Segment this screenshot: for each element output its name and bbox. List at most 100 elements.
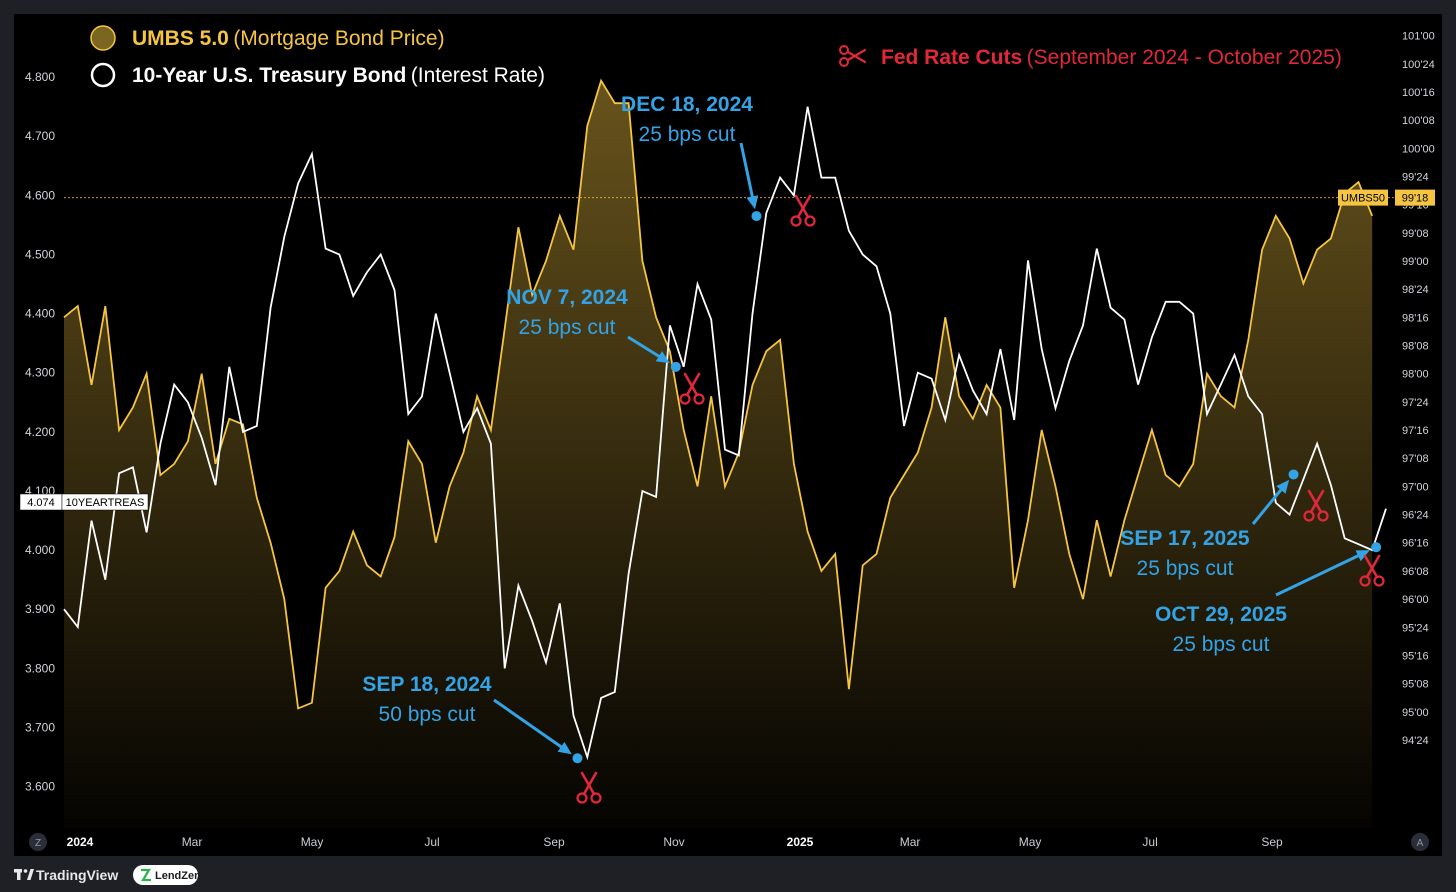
annotation-arrowhead <box>655 351 670 364</box>
annotation-arrowhead <box>557 741 572 755</box>
treasury-line <box>63 106 1387 761</box>
right-tick-label: 99'24 <box>1402 171 1429 183</box>
annotation-arrow <box>1275 552 1364 597</box>
annotation-cut: 25 bps cut <box>1173 633 1270 656</box>
right-tick-label: 98'16 <box>1402 312 1429 324</box>
x-tick-label: Sep <box>543 835 565 849</box>
umbs-last-value: 99'18 <box>1402 193 1429 205</box>
left-tick-label: 3.900 <box>25 602 55 616</box>
scissors-icon <box>1303 489 1329 522</box>
x-tick-label: Mar <box>182 835 203 849</box>
left-tick-label: 4.400 <box>25 307 55 321</box>
left-tick-label: 4.500 <box>25 247 55 261</box>
fed-cut-annotation: OCT 29, 2025 25 bps cut <box>1155 542 1385 656</box>
fed-cut-annotations: SEP 18, 2024 50 bps cut NOV 7, 2024 25 bps … <box>362 93 1385 804</box>
fed-legend-range: (September 2024 - October 2025) <box>1027 46 1342 69</box>
right-tick-label: 98'00 <box>1402 369 1429 381</box>
annotation-arrowhead <box>746 195 759 210</box>
umbs-legend-name: UMBS 5.0 <box>132 27 229 50</box>
right-tick-label: 95'24 <box>1402 622 1429 634</box>
fed-cut-annotation: DEC 18, 2024 25 bps cut <box>621 93 816 227</box>
annotation-date: OCT 29, 2025 <box>1155 603 1287 626</box>
left-axis: 4.8004.7004.6004.5004.4004.3004.2004.100… <box>25 70 55 793</box>
right-tick-label: 97'08 <box>1402 453 1429 465</box>
right-axis: 101'00100'24100'16100'08100'0099'2499'16… <box>1402 31 1435 747</box>
right-tick-label: 100'24 <box>1402 59 1435 71</box>
umbs-area <box>64 80 1373 828</box>
annotation-marker <box>751 211 762 222</box>
right-tick-label: 100'00 <box>1402 143 1435 155</box>
umbs-last-value-tag: UMBS50 99'18 <box>1338 189 1435 206</box>
scissors-icon <box>790 194 816 227</box>
left-tick-label: 3.800 <box>25 661 55 675</box>
right-tick-label: 100'08 <box>1402 115 1435 127</box>
right-tick-label: 96'08 <box>1402 566 1429 578</box>
annotation-arrow <box>493 698 567 751</box>
z-button[interactable]: Z <box>29 833 47 851</box>
x-tick-label: Sep <box>1261 835 1283 849</box>
right-axis-background <box>1394 14 1442 828</box>
x-tick-label: Jul <box>424 835 439 849</box>
left-tick-label: 4.800 <box>25 70 55 84</box>
x-tick-label: May <box>301 835 324 849</box>
left-tick-label: 4.200 <box>25 425 55 439</box>
right-tick-label: 99'08 <box>1402 228 1429 240</box>
right-tick-label: 97'00 <box>1402 481 1429 493</box>
annotation-arrow <box>1251 485 1286 525</box>
left-tick-label: 4.000 <box>25 543 55 557</box>
x-axis: 2024 Mar May Jul Sep Nov 2025 Mar May Jul Sep <box>67 835 1283 849</box>
right-tick-label: 100'16 <box>1402 87 1435 99</box>
legend: UMBS 5.0 (Mortgage Bond Price) 10-Year U… <box>90 25 545 88</box>
umbs-legend-swatch <box>90 25 116 51</box>
x-tick-label: May <box>1019 835 1042 849</box>
treasury-legend-swatch <box>90 62 116 88</box>
annotation-arrowhead <box>1276 479 1290 494</box>
annotation-cut: 25 bps cut <box>639 123 736 146</box>
fed-cut-annotation: SEP 18, 2024 50 bps cut <box>362 673 602 804</box>
a-button[interactable]: A <box>1411 833 1429 851</box>
right-tick-label: 97'24 <box>1402 397 1429 409</box>
annotation-arrow <box>627 335 664 361</box>
treasury-tag-label: 10YEARTREAS <box>66 497 145 509</box>
left-tick-label: 3.700 <box>25 720 55 734</box>
right-tick-label: 96'16 <box>1402 538 1429 550</box>
x-tick-label: Jul <box>1142 835 1157 849</box>
lendzen-badge: LendZen <box>133 865 201 885</box>
svg-text:UMBS 5.0 (Mortgage Bond Price): UMBS 5.0 (Mortgage Bond Price) <box>132 27 445 50</box>
right-tick-label: 98'08 <box>1402 341 1429 353</box>
annotation-date: SEP 17, 2025 <box>1120 527 1250 550</box>
tradingview-logo: TradingView <box>14 867 118 883</box>
treasury-legend-desc: (Interest Rate) <box>411 64 545 87</box>
right-tick-label: 96'00 <box>1402 594 1429 606</box>
treasury-last-value: 4.074 <box>27 497 55 509</box>
tradingview-label: TradingView <box>36 867 118 883</box>
annotation-date: DEC 18, 2024 <box>621 93 753 116</box>
annotation-cut: 25 bps cut <box>519 316 616 339</box>
treasury-last-value-tag: 4.074 10YEARTREAS <box>19 493 149 511</box>
bottom-axis-background <box>14 828 1442 856</box>
umbs-tag-label: UMBS50 <box>1341 193 1385 205</box>
tradingview-icon <box>14 869 34 880</box>
scissors-icon <box>839 45 867 67</box>
right-tick-label: 95'16 <box>1402 650 1429 662</box>
left-tick-label: 4.600 <box>25 188 55 202</box>
annotation-marker <box>670 361 681 372</box>
fed-legend-title: Fed Rate Cuts <box>881 46 1022 69</box>
lendzen-icon <box>141 868 151 882</box>
right-tick-label: 95'08 <box>1402 679 1429 691</box>
left-tick-label: 3.600 <box>25 780 55 794</box>
scissors-icon <box>576 771 602 804</box>
umbs-line <box>63 78 1374 710</box>
right-tick-label: 97'16 <box>1402 425 1429 437</box>
left-tick-label: 4.700 <box>25 129 55 143</box>
annotation-marker <box>572 753 583 764</box>
x-tick-label: 2024 <box>67 835 94 849</box>
annotation-arrowhead <box>1355 550 1370 562</box>
fed-cut-annotation: NOV 7, 2024 25 bps cut <box>506 286 705 405</box>
right-tick-label: 95'00 <box>1402 707 1429 719</box>
annotation-date: NOV 7, 2024 <box>506 286 628 309</box>
z-button-label: Z <box>35 838 41 849</box>
left-tick-label: 4.300 <box>25 366 55 380</box>
fed-cut-annotation: SEP 17, 2025 25 bps cut <box>1120 469 1329 580</box>
